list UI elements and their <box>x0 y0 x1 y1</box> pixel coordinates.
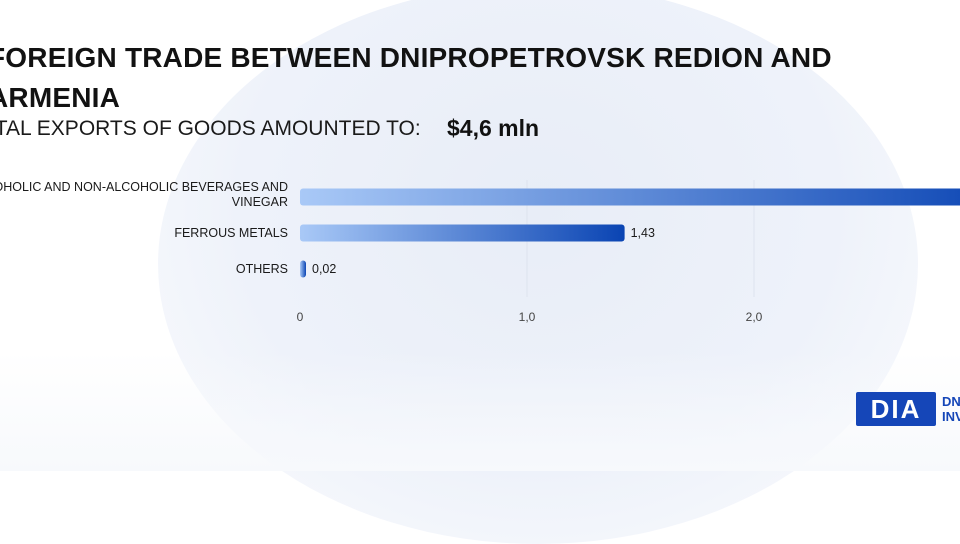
x-tick-label: 1,0 <box>519 310 536 324</box>
x-tick-label: 0 <box>297 310 304 324</box>
category-label: ALCOHOLIC AND NON-ALCOHOLIC BEVERAGES AN… <box>0 180 288 209</box>
chart-title: FOREIGN TRADE BETWEEN DNIPROPETROVSK RED… <box>0 42 832 113</box>
background-fade <box>0 351 960 471</box>
labels: 0 1,0 2,0 ALCOHOLIC AND NON-ALCOHOLIC BEVER… <box>0 180 763 324</box>
total-exports-value: $4,6 mln <box>447 115 540 141</box>
bar <box>300 188 960 206</box>
category-label: FERROUS METALS <box>174 226 288 240</box>
category-label: OTHERS <box>236 262 288 276</box>
bar <box>300 260 306 278</box>
x-tick-label: 2,0 <box>746 310 763 324</box>
bar <box>300 224 625 242</box>
value-label: 0,02 <box>312 262 336 276</box>
exports-subtitle: TOTAL EXPORTS OF GOODS AMOUNTED TO: <box>0 117 421 140</box>
dia-logo-mark: DIA <box>856 392 936 426</box>
logo-text: DNIPRO INVEST <box>942 394 960 424</box>
value-label: 1,43 <box>631 226 655 240</box>
bar-chart: 0 1,0 2,0 ALCOHOLIC AND NON-ALCOHOLIC BEVER… <box>0 180 960 324</box>
bars <box>300 188 960 278</box>
